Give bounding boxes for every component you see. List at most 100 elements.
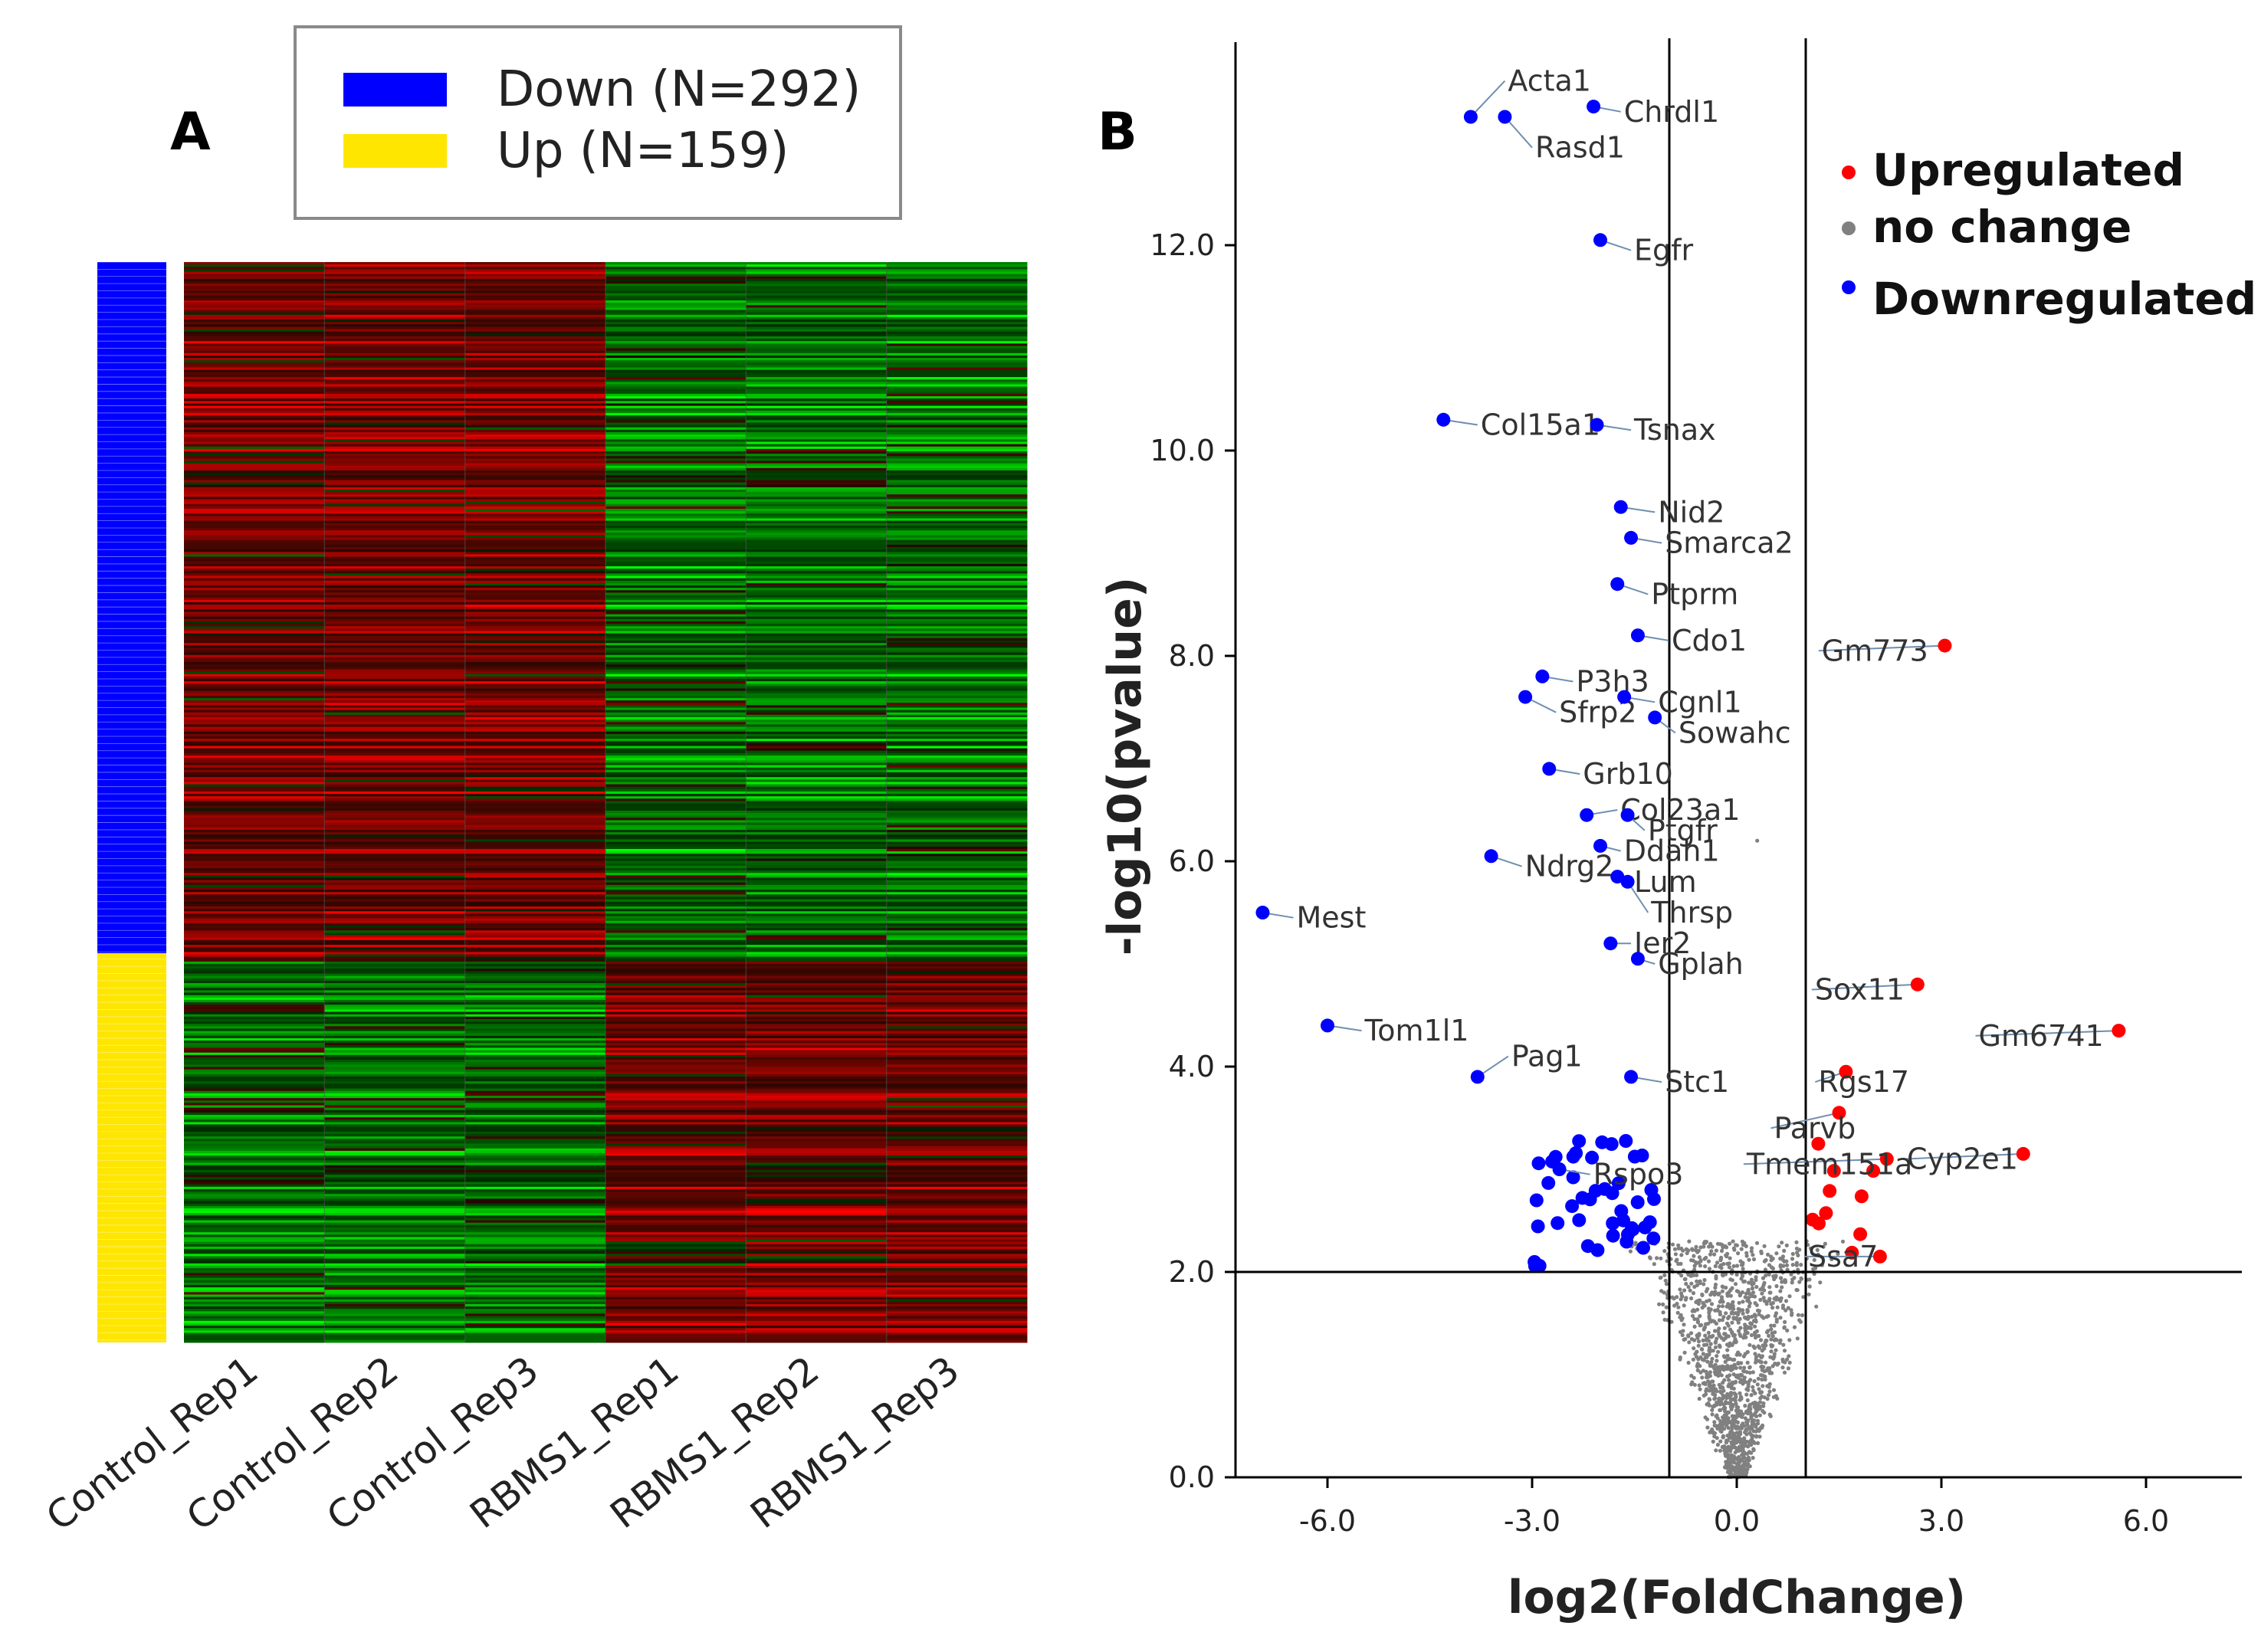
heatmap-cell [324,305,466,308]
heatmap-cell [746,463,888,467]
heatmap-cell [886,901,1028,905]
heatmap-cell [746,765,888,769]
no-change-point [1736,1251,1741,1256]
heatmap-cell [464,1148,606,1152]
heatmap-cell [464,1239,606,1243]
downregulated-point [1255,906,1270,919]
heatmap-cell [324,1129,466,1132]
no-change-point [1698,1259,1703,1264]
heatmap-cell [605,870,747,874]
no-change-point [1782,1248,1787,1253]
heatmap-cell [605,503,747,507]
heatmap-cell [184,456,325,459]
heatmap-cell [886,633,1028,637]
heatmap-cell [605,463,747,467]
heatmap-cell [886,1179,1028,1183]
heatmap-cell [184,611,325,615]
heatmap-cell [886,777,1028,780]
heatmap-cell [746,559,888,562]
heatmap-cell [184,1208,325,1211]
heatmap-cell [184,990,325,994]
no-change-point [1708,1307,1713,1312]
heatmap-cell [324,710,466,713]
heatmap-cell [324,1095,466,1099]
heatmap-cell [184,640,325,644]
no-change-point [1767,1333,1771,1338]
heatmap-cell [746,297,888,301]
heatmap-cell [324,1273,466,1276]
heatmap-cell [184,571,325,574]
heatmap-cell [184,616,325,620]
heatmap-cell [324,1057,466,1060]
no-change-point [1705,1402,1709,1407]
heatmap-cell [605,652,747,656]
heatmap-cell [184,1301,325,1305]
heatmap-cell [464,1309,606,1312]
no-change-point [1747,1426,1752,1431]
no-change-point [1735,1463,1740,1467]
heatmap-cell [746,973,888,977]
heatmap-cell [184,870,325,874]
no-change-point [1751,1385,1755,1389]
heatmap-cell [464,1021,606,1024]
unlabeled-significant-points [1528,1134,1881,1273]
heatmap-cell [324,1246,466,1250]
heatmap-cell [746,988,888,991]
heatmap-cell [886,339,1028,342]
heatmap-cell [605,906,747,910]
heatmap-cell [464,367,606,371]
heatmap-cell [184,1069,325,1073]
heatmap-cell [324,465,466,469]
heatmap-cell [605,638,747,641]
heatmap-cell [746,1005,888,1008]
heatmap-cell [464,736,606,739]
heatmap-cell [464,1067,606,1070]
heatmap-cell [184,829,325,833]
heatmap-cell [886,1265,1028,1269]
heatmap-cell [605,391,747,395]
upregulated-point [1819,1206,1833,1221]
heatmap-cell [324,928,466,931]
heatmap-cell [746,322,888,325]
no-change-point [1672,1303,1677,1308]
heatmap-cell [464,618,606,622]
heatmap-cell [746,367,888,371]
heatmap-cell [464,877,606,881]
gene-label: Gm773 [1822,634,1928,667]
heatmap-cell [886,513,1028,516]
heatmap-cell [746,506,888,510]
heatmap-cell [886,566,1028,569]
heatmap-cell [605,1103,747,1106]
heatmap-cell [886,422,1028,426]
heatmap-cell [184,1107,325,1111]
heatmap-cell [184,714,325,718]
no-change-point [1709,1360,1714,1365]
heatmap-cell [324,1064,466,1067]
heatmap-cell [886,403,1028,407]
downregulated-point [1630,952,1645,966]
heatmap-cell [605,837,747,840]
heatmap-cell [746,1191,888,1195]
heatmap-cell [184,1098,325,1101]
heatmap-cell [605,1067,747,1070]
heatmap-cell [184,854,325,857]
heatmap-cell [464,841,606,845]
heatmap-cell [324,1119,466,1123]
heatmap-cell [886,544,1028,548]
heatmap-cell [184,410,325,414]
heatmap-cell [324,959,466,962]
heatmap-cell [324,1284,466,1288]
heatmap-cell [605,1287,747,1290]
no-change-point [1767,1366,1772,1371]
heatmap-cell [184,290,325,294]
downregulated-point [1531,1156,1546,1171]
heatmap-cell [324,724,466,728]
heatmap-cell [184,324,325,327]
heatmap-cell [184,698,325,701]
heatmap-cell [324,501,466,505]
heatmap-cell [464,824,606,828]
heatmap-cell [746,650,888,654]
heatmap-cell [464,523,606,526]
heatmap-cell [605,1160,747,1164]
